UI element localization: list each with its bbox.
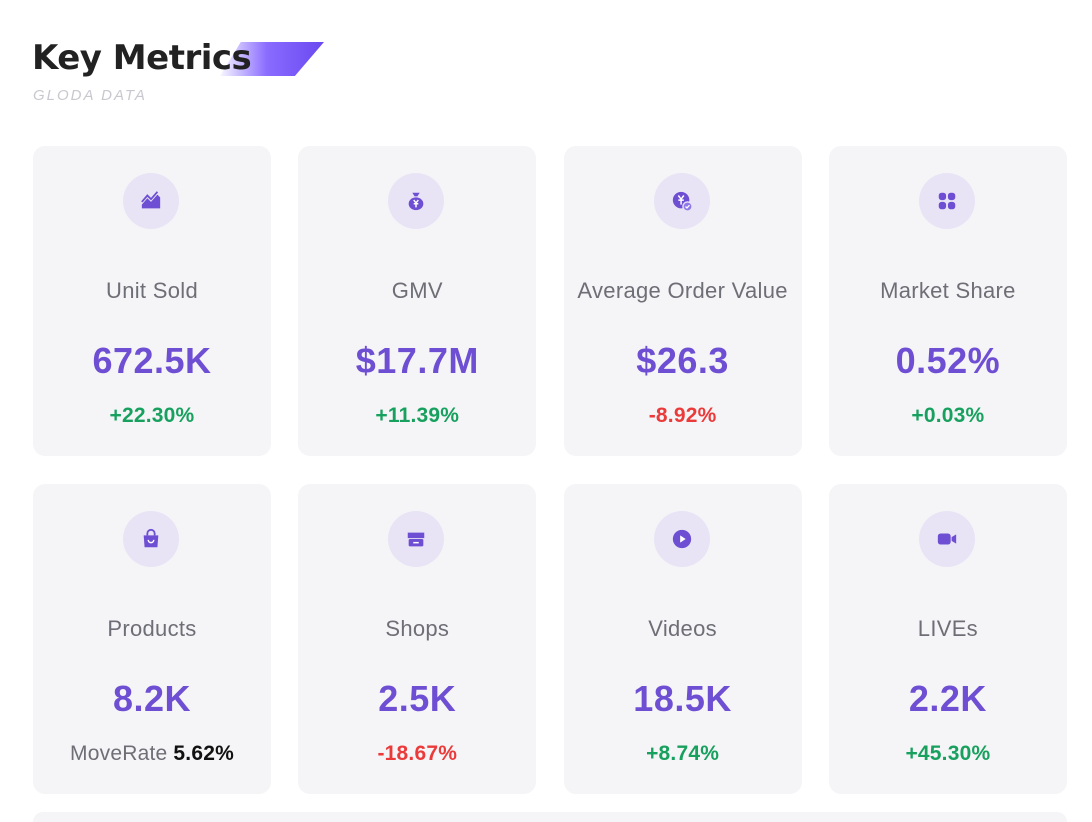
- yen-coin-check-icon: [653, 173, 710, 229]
- metric-label: Average Order Value: [577, 278, 788, 303]
- page-subtitle: GLODA DATA: [33, 87, 147, 104]
- metric-value: 2.5K: [378, 678, 457, 719]
- metric-label: Shops: [385, 616, 450, 641]
- metric-change: +22.30%: [109, 404, 195, 427]
- metric-card-videos[interactable]: Videos 18.5K +8.74%: [563, 484, 802, 794]
- grid-four-icon: [918, 173, 975, 229]
- metric-value: 2.2K: [908, 678, 987, 719]
- metric-label: GMV: [391, 278, 443, 303]
- metric-value: 8.2K: [112, 678, 192, 719]
- metrics-grid: Unit Sold 672.5K +22.30% GMV $17.7M +11.…: [33, 146, 1067, 794]
- metric-value: $26.3: [636, 340, 729, 381]
- move-rate-label: MoveRate: [70, 742, 168, 765]
- shopping-bag-icon: [123, 511, 179, 567]
- video-camera-icon: [918, 511, 975, 567]
- metric-change: +8.74%: [646, 742, 720, 765]
- metric-card-average-order-value[interactable]: Average Order Value $26.3 -8.92%: [563, 146, 802, 456]
- metric-card-gmv[interactable]: GMV $17.7M +11.39%: [298, 146, 537, 456]
- metric-change: -18.67%: [377, 742, 458, 765]
- money-bag-icon: [388, 173, 445, 229]
- move-rate: MoveRate 5.62%: [33, 742, 271, 766]
- metric-value: 0.52%: [895, 340, 1001, 381]
- metric-card-lives[interactable]: LIVEs 2.2K +45.30%: [828, 484, 1067, 794]
- metric-value: 672.5K: [92, 340, 212, 381]
- trend-chart-icon: [123, 173, 179, 229]
- metric-label: LIVEs: [917, 616, 978, 641]
- next-section-card-edge: [33, 812, 1067, 822]
- metric-card-unit-sold[interactable]: Unit Sold 672.5K +22.30%: [33, 146, 271, 456]
- metric-card-market-share[interactable]: Market Share 0.52% +0.03%: [828, 146, 1067, 456]
- metric-change: -8.92%: [648, 404, 717, 427]
- metric-change: +11.39%: [375, 404, 460, 427]
- metric-card-shops[interactable]: Shops 2.5K -18.67%: [298, 484, 537, 794]
- store-icon: [388, 511, 445, 567]
- metric-change: +45.30%: [905, 742, 991, 765]
- metric-label: Unit Sold: [106, 278, 198, 303]
- metric-card-products[interactable]: Products 8.2K MoveRate 5.62%: [33, 484, 271, 794]
- play-circle-icon: [653, 511, 710, 567]
- metric-label: Products: [107, 616, 197, 641]
- move-rate-value: 5.62%: [173, 742, 234, 765]
- metric-change: +0.03%: [911, 404, 985, 427]
- metric-label: Videos: [648, 616, 717, 641]
- metric-label: Market Share: [880, 278, 1016, 303]
- metric-value: $17.7M: [355, 340, 479, 381]
- key-metrics-header: Key Metrics GLODA DATA: [32, 36, 332, 116]
- metric-value: 18.5K: [633, 678, 732, 719]
- page-title: Key Metrics: [32, 38, 252, 78]
